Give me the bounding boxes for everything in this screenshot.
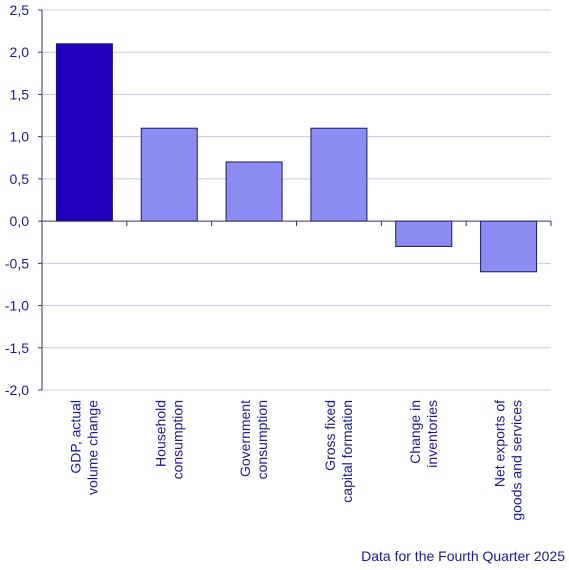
bar (480, 220, 538, 273)
x-tick-label: Householdconsumption (152, 400, 185, 479)
y-tick-label: 1,0 (10, 129, 30, 145)
x-tick-label-line: Change in (407, 400, 423, 464)
x-tick-label-line: GDP, actual (67, 400, 83, 474)
x-tick-label-line: volume change (84, 400, 100, 495)
x-tick-label-line: consumption (169, 400, 185, 479)
chart-footnote: Data for the Fourth Quarter 2025 (361, 548, 565, 564)
bar (55, 43, 113, 222)
bar (395, 220, 453, 247)
x-tick-label: Change ininventories (407, 400, 440, 468)
bar (140, 127, 198, 222)
x-tick-label-line: goods and services (509, 400, 525, 521)
x-tick-label-line: consumption (254, 400, 270, 479)
y-tick-label: 0,0 (10, 213, 30, 229)
x-tick-label-line: Household (152, 400, 168, 467)
y-tick-label: 2,5 (10, 2, 30, 18)
y-tick-label: 0,5 (10, 171, 30, 187)
x-tick-label: Gross fixedcapital formation (322, 400, 355, 503)
y-tick-label: 1,5 (10, 86, 30, 102)
x-tick-label-line: Government (237, 400, 253, 477)
y-tick-label: -1,0 (5, 298, 29, 314)
x-tick-label-line: capital formation (339, 400, 355, 503)
x-tick-label: Governmentconsumption (237, 400, 270, 479)
x-tick-label: GDP, actualvolume change (67, 400, 100, 495)
y-tick-label: 2,0 (10, 44, 30, 60)
bar (225, 161, 283, 222)
x-tick-label-line: inventories (424, 400, 440, 468)
y-tick-label: -2,0 (5, 382, 29, 398)
bar (310, 127, 368, 222)
x-tick-label-line: Gross fixed (322, 400, 338, 471)
y-tick-label: -1,5 (5, 340, 29, 356)
x-tick-label: Net exports ofgoods and services (492, 400, 525, 521)
x-tick-label-line: Net exports of (492, 400, 508, 487)
y-tick-label: -0,5 (5, 255, 29, 271)
